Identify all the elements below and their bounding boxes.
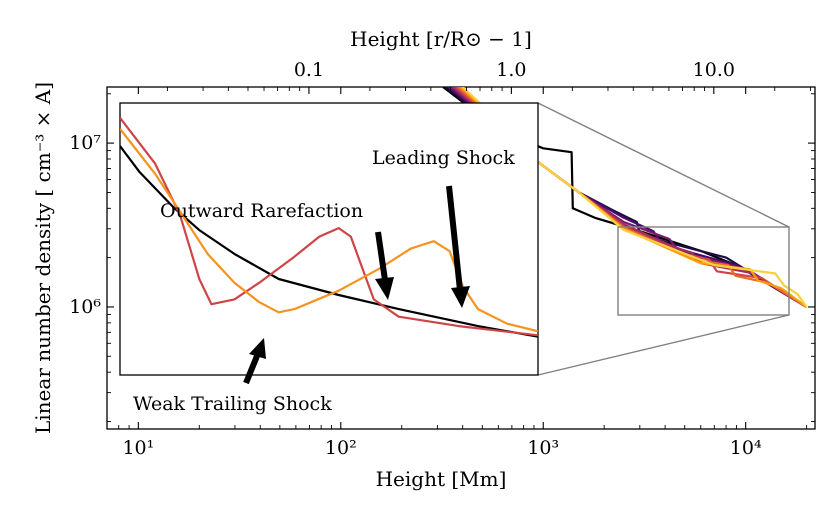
arrow-leading-shock: [446, 185, 470, 308]
y-axis-label: Linear number density [ cm⁻³ × A]: [31, 82, 55, 434]
inset-series-0: [120, 145, 538, 338]
x2-tick-label: 1.0: [496, 59, 526, 81]
x-tick-label: 10³: [527, 437, 559, 459]
annotation-leading-shock: Leading Shock: [372, 147, 515, 169]
inset-curves: [120, 117, 538, 338]
inset-series-2: [120, 128, 538, 333]
x2-tick-label: 0.1: [294, 59, 324, 81]
x2-tick-label: 10.0: [693, 59, 735, 81]
axes: 10¹ 10² 10³ 10⁴ 0.1 1.0 10.0 10⁶ 10⁷: [69, 59, 815, 459]
arrow-weak-trailing-shock: [243, 338, 266, 385]
y-tick-label: 10⁶: [69, 296, 101, 318]
x-tick-label: 10²: [325, 437, 357, 459]
x2-axis-label: Height [r/R⊙ − 1]: [350, 27, 532, 51]
y-tick-label: 10⁷: [69, 132, 101, 154]
annotation-weak-trailing-shock: Weak Trailing Shock: [133, 393, 332, 415]
zoom-box: [617, 226, 790, 316]
arrow-outward-rarefaction: [375, 231, 394, 300]
zoom-connector-bottom: [537, 314, 790, 376]
x-tick-label: 10⁴: [730, 437, 762, 459]
inset-series-1: [120, 117, 538, 337]
zoom-connector-top: [537, 102, 790, 228]
annotation-outward-rarefaction: Outward Rarefaction: [160, 200, 363, 222]
x-tick-label: 10¹: [122, 437, 154, 459]
inset-plot: Leading Shock Outward Rarefaction Weak T…: [119, 102, 539, 415]
x-axis-label: Height [Mm]: [376, 467, 507, 491]
inset-background: [119, 102, 539, 376]
